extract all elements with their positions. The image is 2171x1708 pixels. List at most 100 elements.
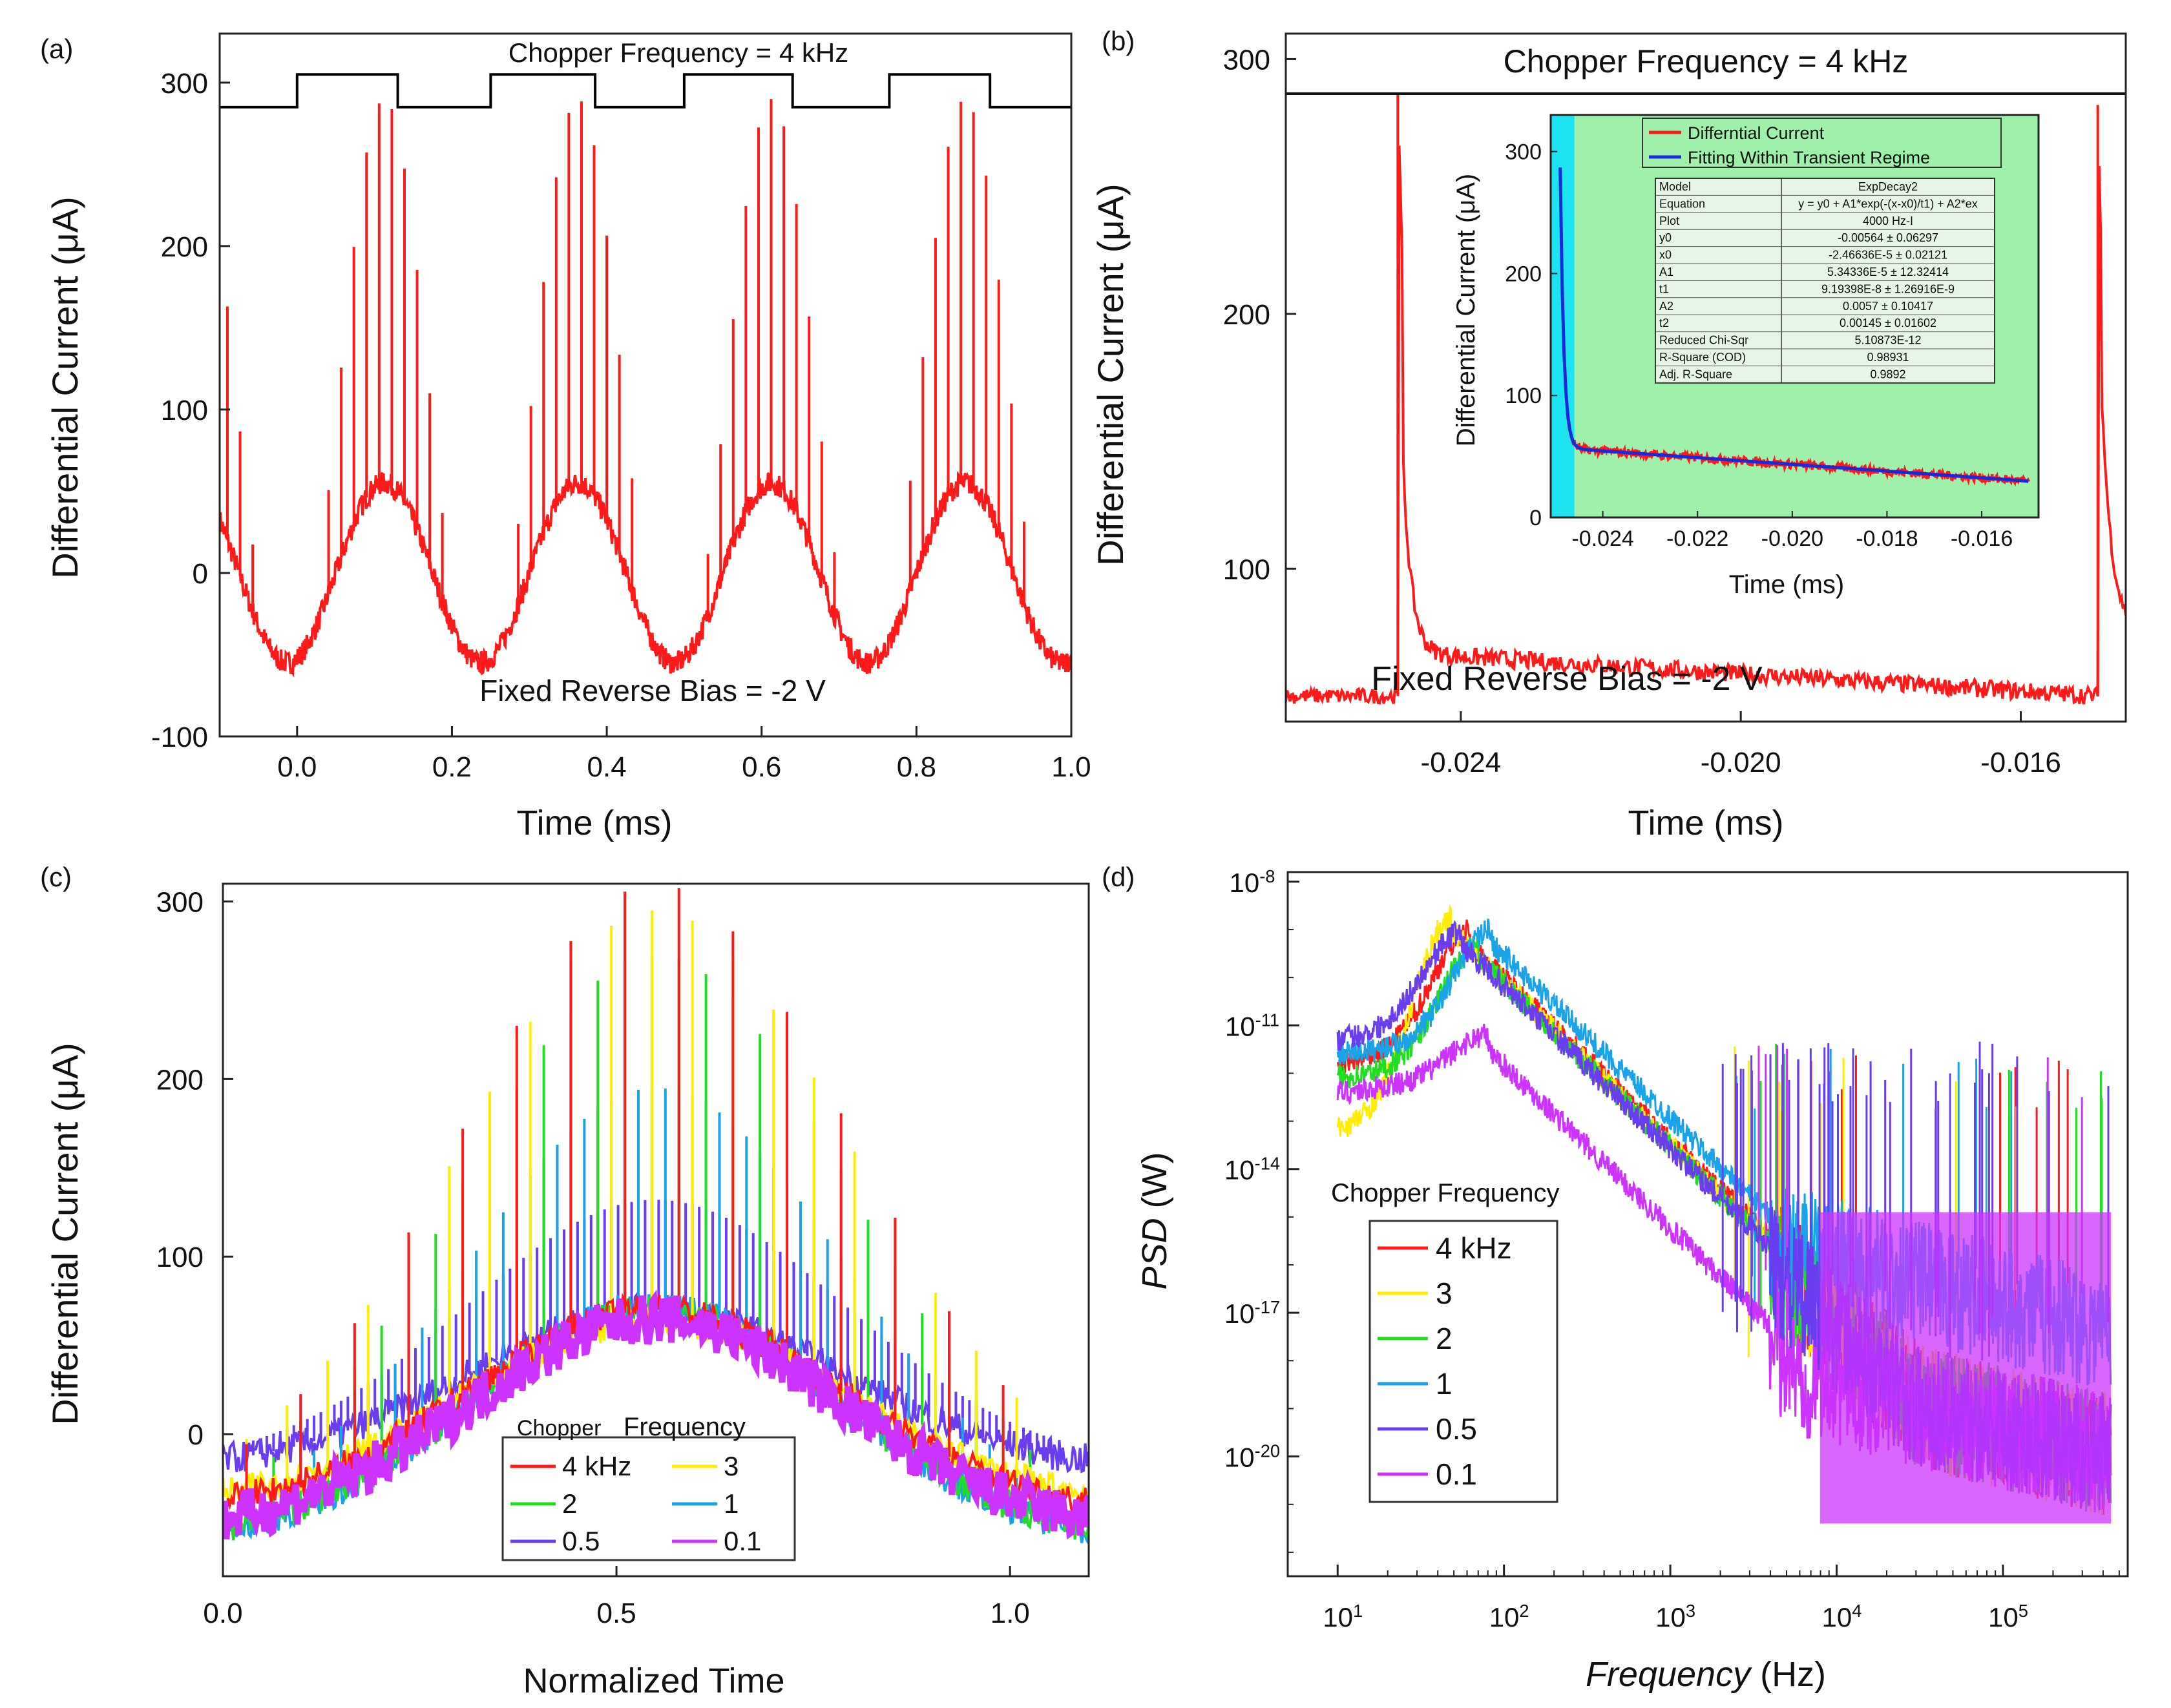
legend-label: Fitting Within Transient Regime [1688,148,1930,167]
fit-table-value: -2.46636E-5 ± 0.02121 [1829,249,1947,262]
fit-table-key: Adj. R-Square [1659,368,1732,380]
plot-area-c [223,888,1089,1545]
chart-title: Chopper Frequency = 4 kHz [1504,43,1909,79]
fit-table-key: Plot [1659,214,1679,227]
y-tick-label: 100 [1223,554,1270,585]
panel-c: 0 100 200 300 0.0 0.5 1.0 (c) Normalized Time Dif… [40,862,1090,1700]
legend-label: 2 [1436,1322,1453,1355]
fit-table-value: 4000 Hz-I [1863,214,1913,227]
y-tick-label: 10-20 [1224,1441,1280,1473]
series-line [1286,145,2126,705]
y-tick-label: 200 [156,1064,204,1096]
y-tick-label: 10-11 [1225,1010,1279,1042]
legend-label: 3 [1436,1276,1453,1310]
x-tick-label: 102 [1489,1601,1529,1633]
panel-label: (b) [1102,26,1135,56]
legend-label: 2 [562,1488,577,1519]
fit-table-value: 0.0057 ± 0.10417 [1843,300,1933,313]
x-tick-label: -0.016 [1980,747,2061,778]
fit-table-key: A2 [1659,300,1673,313]
x-tick-label: 0.0 [277,751,317,783]
inset-frame [1549,114,2040,519]
x-tick-label: 0.2 [432,751,472,783]
y-tick-label: 0 [193,558,208,590]
x-tick-label: 0.6 [742,751,781,783]
panel-b: 100 200 300 -0.024 -0.020 -0.016 (b) Chopper Fr… [1090,26,2127,842]
fit-table-value: 0.00145 ± 0.01602 [1840,317,1936,329]
legend-d: Chopper Frequency 4 kHz 3 2 1 0.5 0.1 [1331,1179,1560,1503]
fit-table-value: 0.98931 [1867,351,1909,364]
x-tick-label: -0.024 [1420,747,1501,778]
legend-label: 1 [724,1488,739,1519]
fit-table-value: ExpDecay2 [1858,180,1918,193]
inset-x-axis-label: Time (ms) [1729,570,1844,599]
fit-table-value: 5.34336E-5 ± 12.32414 [1827,266,1949,278]
fit-table-key: Equation [1659,197,1705,210]
plot-area-b [1286,94,2126,705]
legend-label: 3 [724,1451,739,1481]
fit-table-value: -0.00564 ± 0.06297 [1838,231,1938,244]
fit-table-value: 5.10873E-12 [1854,334,1921,347]
y-tick-label: 200 [161,231,208,263]
inset-x-tick-label: -0.022 [1666,526,1728,551]
x-axis-label: Normalized Time [523,1661,784,1700]
x-tick-label: 104 [1822,1601,1862,1633]
plot-area-a [220,73,1071,678]
y-tick-label: 300 [1223,44,1270,76]
inset-x-tick-label: -0.024 [1571,526,1633,551]
inset-y-tick-label: 200 [1505,262,1542,286]
plot-frame-a [218,32,1073,738]
y-axis-label: Differential Current (μA) [45,196,85,578]
x-tick-label: 0.4 [587,751,627,783]
plot-area-d [1336,904,2112,1524]
fit-table-key: y0 [1659,231,1672,244]
fit-table-value: 9.19398E-8 ± 1.26916E-9 [1821,282,1955,295]
fit-table-key: t1 [1659,282,1669,295]
noise-floor-band [1820,1212,2112,1524]
y-tick-label: 300 [156,886,204,918]
legend-label: 1 [1436,1367,1453,1401]
inset-y-tick-label: 100 [1505,384,1542,408]
y-tick-label: 300 [161,68,208,99]
legend-box [501,1436,796,1561]
inset-y-axis-label: Differential Current (μA) [1452,174,1480,446]
fit-table-key: Reduced Chi-Sqr [1659,334,1748,347]
fit-table-key: t2 [1659,317,1669,329]
inset-legend-box [1642,118,2002,168]
legend-c: Chopper Frequency 4 kHz 3 2 1 0.5 0.1 [501,1413,796,1561]
y-axis-label: Differential Current (μA) [45,1043,85,1424]
y-tick-label: 10-8 [1230,866,1275,898]
legend-label: 4 kHz [1436,1231,1512,1265]
inset-fit-line [1558,167,2029,483]
legend-label: 0.5 [1436,1412,1477,1446]
x-axis-label: Time (ms) [517,804,673,842]
panel-label: (a) [40,34,73,64]
inset-y-tick-label: 300 [1505,140,1542,165]
y-axis-label: PSD (W) [1135,1152,1174,1290]
panel-label: (d) [1102,862,1135,892]
fit-table-key: R-Square (COD) [1659,351,1746,364]
chart-annotation: Fixed Reverse Bias = -2 V [479,674,826,707]
inset-y-tick-label: 0 [1529,506,1542,530]
legend-box [1369,1220,1558,1503]
y-tick-label: -100 [151,722,208,753]
plot-frame-b [1285,32,2127,723]
x-tick-label: 105 [1988,1601,2028,1633]
inset-legend: Differntial Current Fitting Within Transi… [1642,118,2002,168]
y-tick-label: 10-14 [1224,1153,1280,1185]
chart-annotation: Fixed Reverse Bias = -2 V [1371,660,1763,698]
fit-table-key: Model [1659,180,1691,193]
x-tick-label: 103 [1655,1601,1695,1633]
panel-label: (c) [40,862,72,892]
fit-table-key: A1 [1659,266,1673,278]
x-tick-label: -0.020 [1701,747,1781,778]
series-line [220,470,1071,678]
series-0.1 [223,1289,1089,1540]
plot-frame-d [1286,871,2129,1578]
x-axis-label: Time (ms) [1628,804,1784,842]
y-tick-label: 100 [156,1242,204,1273]
series-line [223,1289,1089,1540]
inset-x-tick-label: -0.020 [1761,526,1823,551]
inset-x-tick-label: -0.016 [1951,526,2013,551]
